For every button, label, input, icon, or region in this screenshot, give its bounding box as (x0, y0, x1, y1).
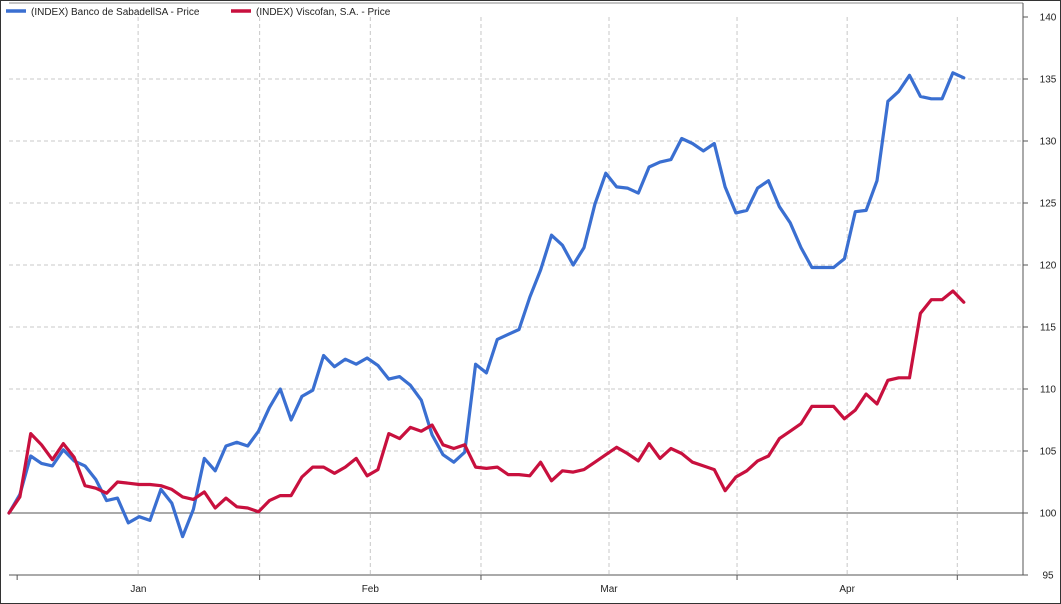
y-tick-label: 135 (1040, 75, 1057, 86)
series-line-1 (7, 71, 966, 539)
series-line-2 (7, 289, 966, 515)
series-lines (7, 71, 966, 539)
x-tick-label: Apr (839, 584, 855, 595)
y-tick-label: 100 (1040, 509, 1057, 520)
y-tick-label: 110 (1040, 385, 1056, 396)
legend-label-1: (INDEX) Banco de SabadellSA - Price (31, 7, 200, 18)
x-tick-label: Feb (362, 584, 380, 595)
x-tick-label: Jan (130, 584, 146, 595)
y-tick-label: 95 (1042, 571, 1054, 582)
y-tick-label: 125 (1040, 199, 1057, 210)
legend: (INDEX) Banco de SabadellSA - Price (INDE… (6, 7, 391, 18)
x-tick-label: Mar (600, 584, 618, 595)
y-tick-label: 115 (1040, 323, 1056, 334)
axes: 95 100 105 110 115 120 125 130 135 140 Jan Feb Mar Ap… (9, 2, 1057, 595)
y-tick-label: 120 (1040, 261, 1057, 272)
gridlines (9, 17, 1023, 575)
y-tick-label: 130 (1040, 137, 1057, 148)
y-tick-label: 105 (1040, 447, 1057, 458)
legend-label-2: (INDEX) Viscofan, S.A. - Price (256, 7, 391, 18)
y-tick-label: 140 (1040, 13, 1057, 24)
